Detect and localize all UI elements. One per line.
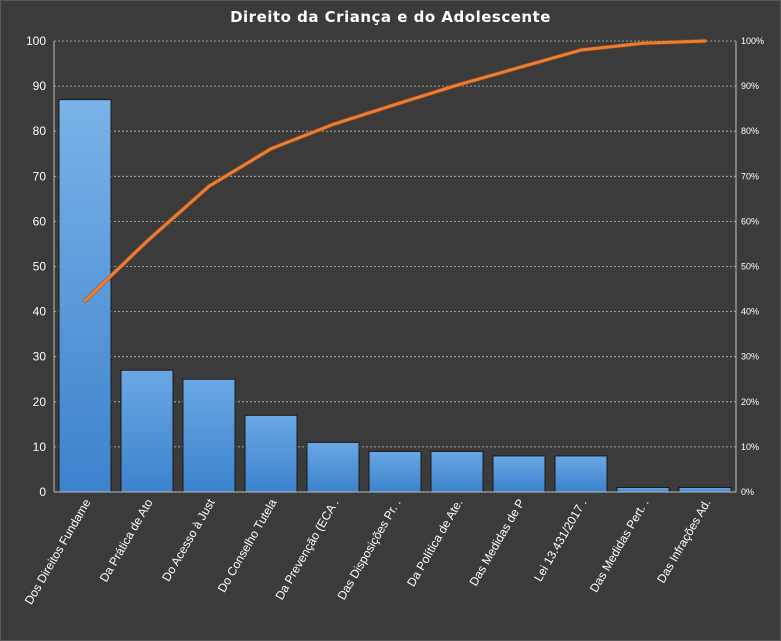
y2-tick-label: 60% [741, 216, 759, 226]
chart-title: Direito da Criança e do Adolescente [230, 8, 551, 26]
x-tick-label: Da Prevenção (ECA . [272, 497, 341, 603]
axes: 0 10 20 30 40 50 60 70 80 90 100 0% 10% 20% 30% 40% 50% 6… [22, 34, 764, 607]
bar [58, 99, 112, 493]
x-tick-label: Dos Direitos Fundame [22, 496, 94, 607]
bar [554, 455, 608, 493]
cumulative-line [82, 38, 708, 304]
y2-tick-label: 30% [741, 352, 759, 362]
bar [678, 486, 732, 493]
x-tick-label: Da Prática de Ato [97, 496, 156, 584]
bars [58, 99, 732, 493]
cumulative-line-shadow [82, 38, 708, 304]
x-tick-label: Das Infrações Ad. [654, 497, 713, 586]
x-tick-label: Do Conselho Tutela [215, 496, 280, 595]
y-tick-label: 50 [33, 260, 47, 274]
y-tick-label: 100 [26, 34, 46, 48]
x-tick-label: Do Acesso à Just [159, 496, 218, 584]
x-tick-label: Das Medidas de P [466, 497, 527, 589]
y2-tick-label: 20% [741, 397, 759, 407]
y2-tick-label: 100% [741, 36, 764, 46]
y-tick-label: 20 [33, 395, 47, 409]
cumulative-line-path [83, 39, 707, 303]
y2-tick-label: 0% [741, 487, 754, 497]
x-tick-label: Lei 13.431/2017 . [531, 497, 589, 584]
bar [616, 486, 670, 493]
bar [306, 441, 360, 493]
y-tick-label: 40 [33, 305, 47, 319]
bar [182, 378, 236, 493]
y2-tick-label: 40% [741, 307, 759, 317]
bar [430, 450, 484, 493]
y-tick-label: 70 [33, 169, 47, 183]
y2-tick-label: 80% [741, 126, 759, 136]
y2-tick-label: 90% [741, 81, 759, 91]
bar [244, 414, 298, 493]
y2-tick-label: 50% [741, 262, 759, 272]
y-tick-label: 90 [33, 79, 47, 93]
bar [368, 450, 422, 493]
y-tick-label: 30 [33, 350, 47, 364]
x-tick-label: Da Política de Ate. [404, 497, 465, 590]
y2-tick-label: 70% [741, 171, 759, 181]
y-tick-label: 10 [33, 440, 47, 454]
bar [492, 455, 546, 493]
y-tick-label: 80 [33, 124, 47, 138]
x-tick-label: Das Medidas Pert. . [587, 497, 652, 595]
x-tick-label: Das Disposições Pr. . [334, 497, 403, 603]
y-tick-label: 60 [33, 214, 47, 228]
y-tick-label: 0 [39, 485, 46, 499]
y2-tick-label: 10% [741, 442, 759, 452]
bar [120, 369, 174, 493]
